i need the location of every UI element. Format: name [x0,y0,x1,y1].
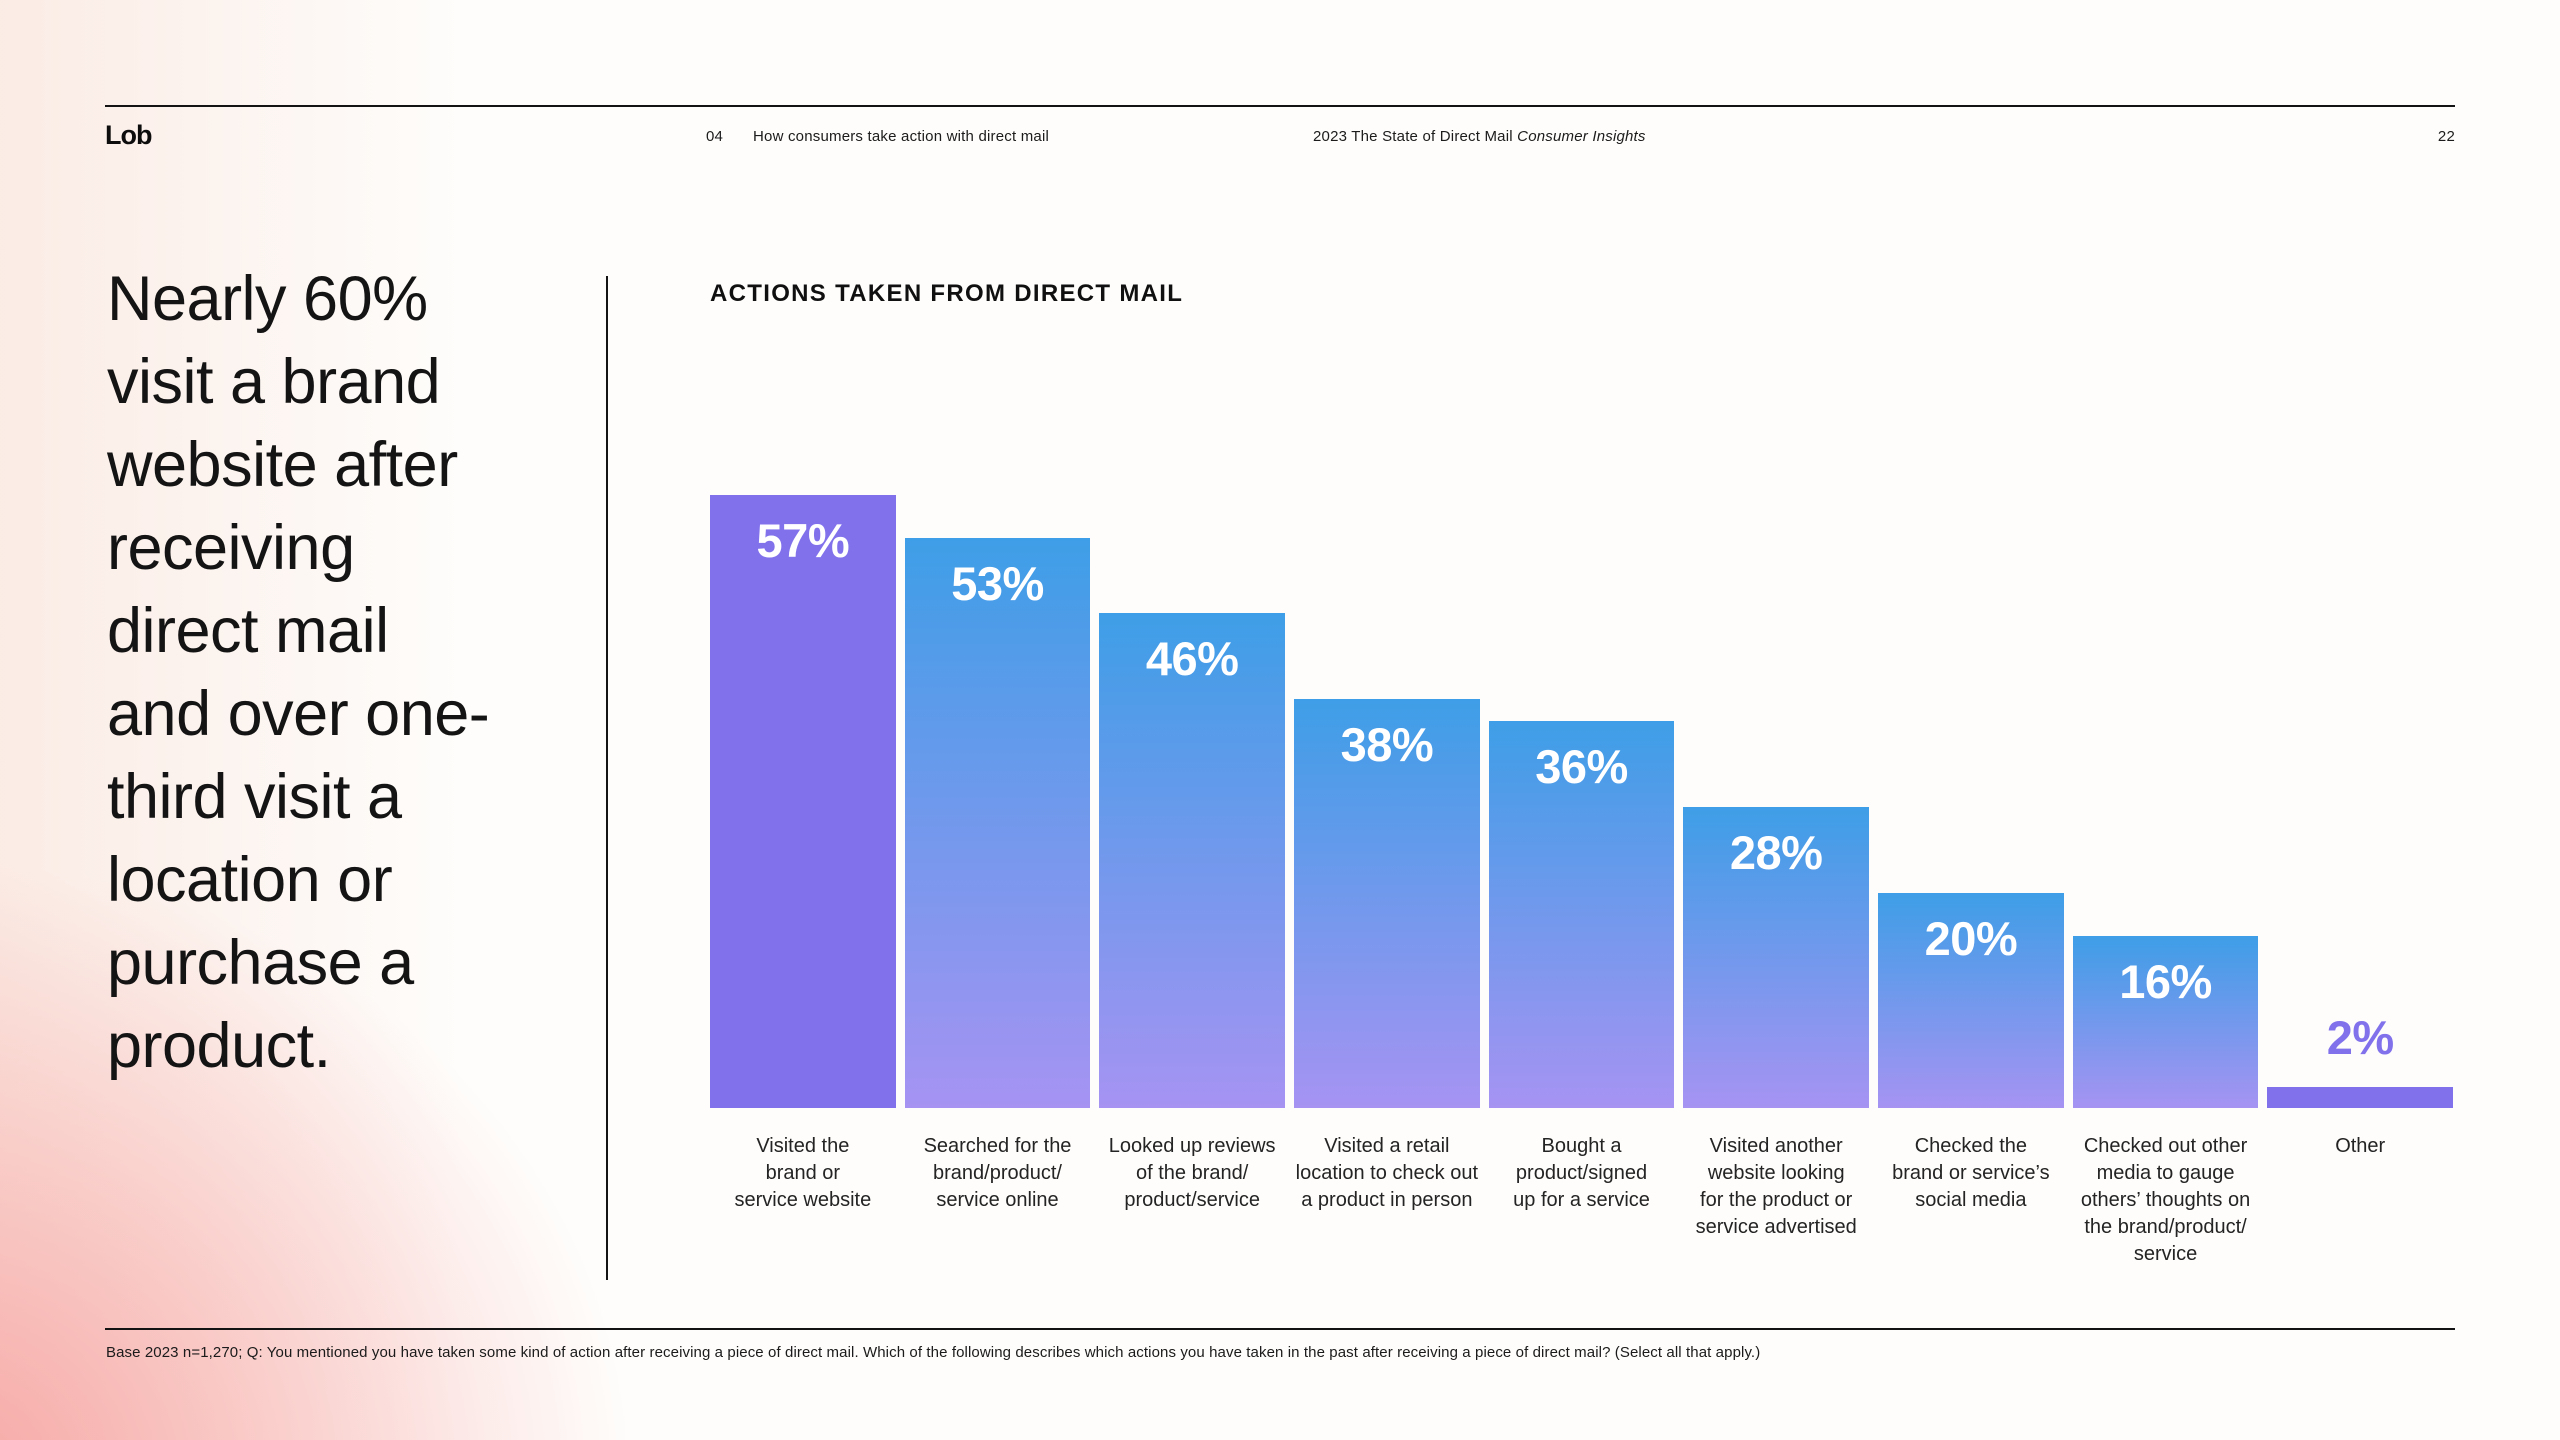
category-label: Bought a product/signed up for a service [1513,1135,1650,1211]
headline-line: location or [107,845,393,915]
bar-4: 38% [1294,699,1480,1108]
headline-line: visit a brand [107,347,441,417]
headline-line: receiving [107,513,355,583]
category-label: Visited the brand or service website [734,1135,872,1211]
headline-line: purchase a [107,928,414,998]
bar-1: 57% [710,495,896,1108]
headline-line: website after [107,430,458,500]
lob-logo: Lob [105,120,152,150]
bar-6: 28% [1683,806,1870,1108]
category-label: Visited a retail location to check out a… [1295,1135,1479,1211]
bar-group: 57% 53% 46% 38% 36% 28% 20% 16% 2% [710,495,2454,1108]
bar-value-label: 53% [951,557,1044,610]
bar-value-label: 57% [756,514,850,567]
footer-rule [105,1328,2455,1330]
content-divider [606,276,608,1280]
bar-2: 53% [904,538,1091,1108]
category-label: Looked up reviews of the brand/ product/… [1108,1135,1276,1211]
bar-value-label: 36% [1535,739,1628,793]
category-label: Other [2335,1135,2386,1157]
bar-value-label: 16% [2119,954,2212,1008]
bar-7: 20% [1878,892,2064,1108]
bar-9: 2% [2267,1011,2454,1108]
bar-value-label: 28% [1729,825,1823,879]
footnote: Base 2023 n=1,270; Q: You mentioned you … [106,1344,1761,1361]
report-title: 2023 The State of Direct Mail Consumer I… [1313,128,1646,145]
page-number: 22 [2437,128,2455,145]
category-label: Searched for the brand/product/ service … [923,1135,1072,1211]
category-label: Checked the brand or service’s social me… [1892,1135,2050,1211]
headline: Nearly 60% visit a brand website after rece… [107,258,557,1088]
bar-value-label: 20% [1924,911,2018,965]
category-label: Checked out other media to gauge others’… [2080,1135,2251,1265]
section-title: How consumers take action with direct ma… [753,128,1050,145]
bar-value-label: 38% [1340,718,1434,772]
chart-title: ACTIONS TAKEN FROM DIRECT MAIL [710,280,1184,307]
bar-8: 16% [2072,935,2259,1108]
category-label: Visited another website looking for the … [1695,1135,1857,1238]
headline-line: direct mail [107,596,389,666]
bar-value-label: 46% [1145,632,1239,686]
headline-line: and over one- [107,679,490,749]
headline-line: Nearly 60% [107,264,428,334]
headline-line: third visit a [107,762,402,832]
section-number: 04 [706,128,724,145]
report-title-text: 2023 The State of Direct Mail [1313,128,1513,145]
bar-5: 36% [1488,720,1675,1108]
headline-line: product. [107,1011,331,1081]
report-title-edition: Consumer Insights [1517,128,1646,145]
header-rule [105,105,2455,107]
bar-3: 46% [1099,613,1286,1108]
category-labels: Visited the brand or service website Sear… [710,1133,2453,1268]
bar-value-label: 2% [2326,1010,2394,1064]
